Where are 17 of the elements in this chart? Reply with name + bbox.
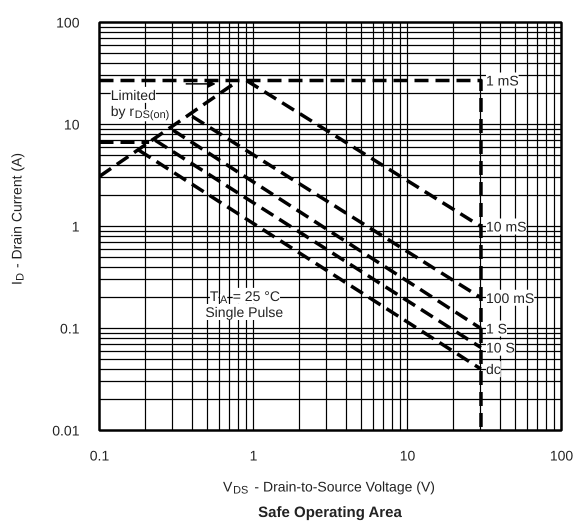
y-tick-label: 0.1 [60, 320, 80, 336]
text: Safe Operating Area [258, 504, 402, 521]
y-tick-label: 0.01 [52, 422, 80, 438]
series-label: dc [486, 361, 501, 378]
x-tick-label: 1 [250, 448, 258, 464]
series-label: 10 S [486, 340, 515, 356]
x-tick-label: 0.1 [90, 448, 110, 464]
y-tick-label: 1 [72, 218, 80, 234]
y-axis-title: ID - Drain Current (A) [8, 152, 27, 286]
series-label: 1 S [486, 320, 507, 336]
y-tick-label: 100 [56, 14, 80, 30]
series-label: 100 mS [486, 290, 534, 306]
x-tick-label: 100 [550, 448, 574, 464]
x-tick-label: 10 [400, 448, 416, 464]
series-label: 1 mS [486, 72, 519, 88]
y-tick-label: 10 [64, 116, 80, 132]
series-label: 10 mS [486, 218, 526, 234]
